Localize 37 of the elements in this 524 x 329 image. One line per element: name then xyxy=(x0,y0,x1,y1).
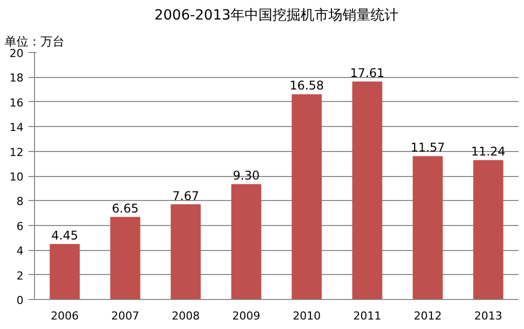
data-label: 16.58 xyxy=(290,78,324,93)
x-tick-label: 2007 xyxy=(111,310,140,322)
data-label: 17.61 xyxy=(350,66,384,80)
x-tick-label: 2011 xyxy=(353,310,382,322)
data-label: 4.45 xyxy=(51,228,78,243)
y-tick-label: 0 xyxy=(16,294,24,307)
y-tick-label: 2 xyxy=(16,269,24,282)
bar xyxy=(110,216,140,300)
bar xyxy=(50,244,80,300)
bar xyxy=(352,82,382,300)
bar xyxy=(170,204,201,300)
y-tick-label: 14 xyxy=(10,121,24,134)
data-label: 9.30 xyxy=(232,168,260,183)
y-tick-label: 10 xyxy=(10,170,24,184)
bar xyxy=(231,184,262,300)
y-tick-label: 20 xyxy=(10,47,24,60)
x-tick-label: 2012 xyxy=(414,310,442,322)
data-label: 11.24 xyxy=(471,144,506,159)
text: 单位：万台 xyxy=(4,34,64,48)
y-tick-label: 18 xyxy=(10,72,24,85)
x-tick-label: 2006 xyxy=(50,310,79,322)
x-tick-label: 2008 xyxy=(172,310,200,322)
y-tick-label: 6 xyxy=(16,220,24,233)
y-tick-label: 12 xyxy=(10,146,24,159)
x-tick-label: 2013 xyxy=(474,310,502,322)
x-tick-label: 2010 xyxy=(292,310,321,322)
y-tick-label: 4 xyxy=(16,244,24,258)
data-label: 11.57 xyxy=(410,140,445,155)
data-label: 7.67 xyxy=(172,188,200,203)
bar xyxy=(292,94,322,300)
y-tick-label: 16 xyxy=(10,96,24,110)
chart-title: 2006-2013年中国挖掘机市场销量统计 xyxy=(154,8,399,24)
y-tick-label: 8 xyxy=(16,195,24,208)
bar xyxy=(412,156,443,300)
bar xyxy=(473,160,504,300)
x-tick-label: 2009 xyxy=(232,310,260,322)
data-label: 6.65 xyxy=(112,201,139,216)
